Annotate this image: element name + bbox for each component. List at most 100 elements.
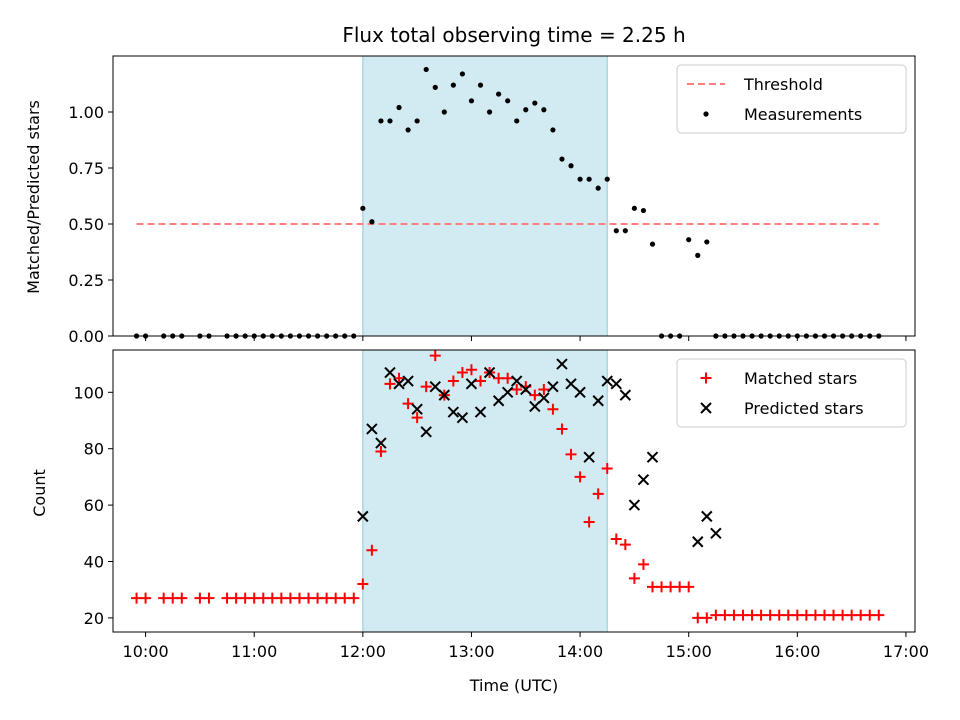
- matched-stars-point: [429, 350, 441, 362]
- measurements-point: [378, 118, 384, 124]
- measurements-point: [441, 109, 447, 115]
- measurements-point: [532, 100, 538, 106]
- predicted-stars-point: [646, 451, 659, 463]
- matched-stars-point: [176, 592, 188, 604]
- measurements-point: [477, 82, 484, 88]
- bottom-y-tick-label: 20: [84, 609, 104, 628]
- measurements-point: [631, 205, 637, 211]
- x-tick-label: 16:00: [774, 642, 820, 661]
- matched-stars-point: [511, 383, 523, 395]
- bottom-y-tick-label: 100: [73, 383, 104, 402]
- matched-stars-point: [619, 539, 631, 551]
- bottom-observing-interval-shade: [362, 350, 608, 632]
- bottom-y-tick-label: 60: [84, 496, 104, 515]
- predicted-stars-point: [520, 383, 532, 396]
- predicted-stars-point: [375, 437, 387, 449]
- measurements-point: [423, 66, 429, 73]
- legend-label-threshold: Threshold: [743, 75, 823, 94]
- measurements-point: [559, 156, 565, 162]
- x-tick-label: 15:00: [666, 642, 712, 661]
- measurements-point: [405, 127, 411, 133]
- matched-stars-point: [393, 372, 405, 384]
- measurements-point: [568, 163, 574, 169]
- x-tick-label: 10:00: [123, 642, 169, 661]
- matched-stars-point: [357, 578, 369, 590]
- predicted-stars-point: [411, 403, 423, 415]
- bottom-y-axis-label: Count: [30, 469, 49, 517]
- matched-stars-point: [601, 462, 613, 474]
- predicted-stars-point: [556, 358, 568, 370]
- top-y-tick-label: 0.50: [68, 215, 104, 234]
- top-axes-frame: [112, 55, 916, 337]
- matched-stars-point: [375, 446, 387, 458]
- top-observing-interval-shade: [362, 56, 608, 336]
- predicted-stars-point: [384, 366, 396, 379]
- matched-stars-point: [475, 375, 487, 387]
- predicted-stars-point: [583, 451, 595, 463]
- measurements-point: [432, 84, 438, 90]
- matched-stars-point: [574, 471, 586, 483]
- x-tick-label: 14:00: [557, 642, 603, 661]
- x-tick-label: 12:00: [340, 642, 386, 661]
- predicted-stars-point: [393, 378, 405, 390]
- matched-stars-point: [348, 592, 360, 604]
- predicted-stars-point: [619, 389, 632, 401]
- matched-stars-point: [547, 403, 559, 415]
- bottom-y-tick-label: 80: [84, 440, 104, 459]
- matched-stars-point: [592, 488, 604, 500]
- measurements-point: [505, 98, 511, 104]
- matched-stars-point: [411, 412, 423, 424]
- predicted-stars-point: [529, 400, 541, 413]
- matched-stars-point: [456, 367, 468, 379]
- predicted-stars-point: [465, 378, 478, 390]
- predicted-stars-point: [420, 426, 432, 438]
- top-y-tick-label: 0.75: [68, 159, 104, 178]
- predicted-stars-point: [456, 411, 469, 424]
- predicted-stars-point: [474, 406, 487, 418]
- matched-stars-point: [384, 378, 396, 390]
- predicted-stars-point: [447, 406, 460, 418]
- measurements-point: [577, 176, 583, 182]
- measurements-point: [586, 176, 592, 182]
- measurements-point: [613, 228, 619, 234]
- bottom-legend: Matched stars Predicted stars: [676, 358, 907, 428]
- predicted-stars-point: [565, 378, 577, 390]
- measurements-point: [604, 176, 610, 182]
- measurements-point: [450, 82, 456, 88]
- matched-stars-point: [366, 544, 378, 556]
- matched-stars-point: [420, 381, 432, 393]
- predicted-stars-point: [592, 395, 604, 407]
- measurements-point: [387, 118, 393, 124]
- bottom-legend-box: [676, 358, 907, 428]
- measurements-point: [640, 207, 647, 214]
- predicted-stars-point: [429, 380, 441, 393]
- matched-stars-point: [683, 581, 695, 593]
- measurements-point: [369, 219, 375, 225]
- legend-label-measurements: Measurements: [744, 105, 862, 124]
- predicted-stars-point: [574, 386, 586, 399]
- matched-stars-point: [583, 516, 595, 528]
- x-tick-label: 13:00: [448, 642, 494, 661]
- measurements-point: [459, 71, 466, 77]
- measurements-point: [414, 118, 420, 124]
- legend-label-predicted-stars: Predicted stars: [744, 399, 864, 418]
- x-axis-label: Time (UTC): [469, 676, 558, 695]
- predicted-stars-point: [538, 392, 550, 404]
- measurements-point: [686, 237, 692, 243]
- x-tick-label: 11:00: [231, 642, 277, 661]
- top-y-tick-label: 1.00: [68, 103, 104, 122]
- legend-matched-stars-swatch: [700, 372, 712, 384]
- predicted-stars-point: [492, 395, 505, 407]
- predicted-stars-point: [501, 386, 514, 399]
- predicted-stars-point: [357, 510, 369, 523]
- measurements-point: [649, 241, 656, 247]
- matched-stars-point: [529, 389, 541, 401]
- x-tick-label: 17:00: [883, 642, 929, 661]
- measurements-point: [496, 91, 502, 97]
- measurements-point: [468, 98, 475, 104]
- measurements-point: [622, 228, 628, 234]
- legend-predicted-stars-swatch: [700, 402, 712, 414]
- matched-stars-point: [565, 448, 577, 460]
- measurements-point: [541, 107, 547, 113]
